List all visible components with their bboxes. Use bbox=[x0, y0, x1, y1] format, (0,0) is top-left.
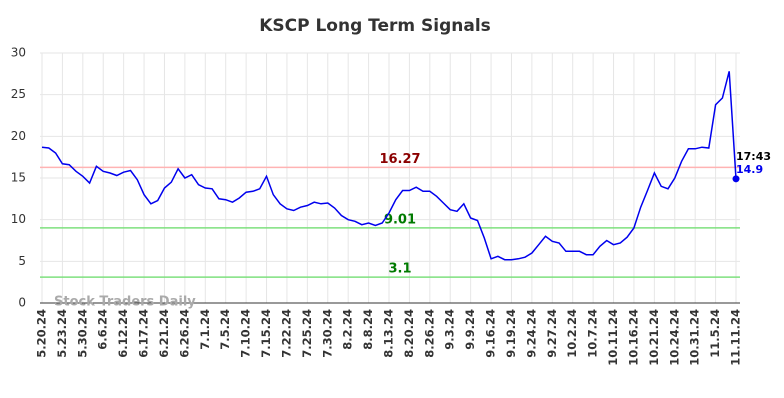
y-tick-label: 10 bbox=[11, 212, 26, 226]
x-tick-label: 6.6.24 bbox=[96, 309, 110, 350]
x-tick-label: 8.20.24 bbox=[402, 309, 416, 358]
signal-label: 16.27 bbox=[379, 152, 420, 167]
watermark: Stock Traders Daily bbox=[54, 295, 196, 310]
x-tick-label: 6.17.24 bbox=[137, 309, 151, 358]
x-tick-label: 8.2.24 bbox=[341, 309, 355, 350]
x-tick-label: 10.7.24 bbox=[586, 309, 600, 358]
x-tick-label: 10.16.24 bbox=[626, 309, 640, 366]
x-tick-label: 10.21.24 bbox=[647, 309, 661, 366]
x-tick-label: 8.26.24 bbox=[422, 309, 436, 358]
x-tick-label: 7.10.24 bbox=[239, 309, 253, 358]
x-tick-label: 9.16.24 bbox=[484, 309, 498, 358]
x-tick-label: 9.24.24 bbox=[524, 309, 538, 358]
x-tick-label: 5.23.24 bbox=[55, 309, 69, 358]
x-tick-label: 10.11.24 bbox=[606, 309, 620, 366]
x-tick-label: 6.12.24 bbox=[116, 309, 130, 358]
x-tick-label: 9.27.24 bbox=[545, 309, 559, 358]
x-tick-label: 7.1.24 bbox=[198, 309, 212, 350]
signal-label: 9.01 bbox=[384, 212, 416, 227]
x-tick-label: 7.15.24 bbox=[259, 309, 273, 358]
x-tick-label: 8.13.24 bbox=[382, 309, 396, 358]
last-point bbox=[732, 175, 740, 183]
time-label: 17:43 bbox=[736, 150, 771, 163]
y-tick-label: 25 bbox=[11, 87, 26, 101]
x-tick-label: 6.21.24 bbox=[157, 309, 171, 358]
y-tick-label: 0 bbox=[18, 296, 26, 310]
x-tick-label: 10.24.24 bbox=[667, 309, 681, 366]
signal-label: 3.1 bbox=[388, 262, 411, 277]
x-tick-label: 10.2.24 bbox=[565, 309, 579, 358]
x-tick-label: 11.11.24 bbox=[729, 309, 743, 366]
y-tick-label: 15 bbox=[11, 171, 26, 185]
y-tick-label: 30 bbox=[11, 46, 26, 60]
last-value-label: 14.9 bbox=[736, 163, 763, 176]
x-tick-label: 9.19.24 bbox=[504, 309, 518, 358]
x-tick-label: 7.22.24 bbox=[279, 309, 293, 358]
x-tick-label: 7.5.24 bbox=[218, 309, 232, 350]
x-tick-label: 9.3.24 bbox=[443, 309, 457, 350]
x-tick-label: 11.5.24 bbox=[708, 309, 722, 358]
x-tick-label: 8.8.24 bbox=[361, 309, 375, 350]
y-tick-label: 5 bbox=[18, 254, 26, 268]
x-tick-label: 7.30.24 bbox=[320, 309, 334, 358]
x-tick-label: 5.30.24 bbox=[75, 309, 89, 358]
x-tick-label: 7.25.24 bbox=[300, 309, 314, 358]
x-tick-label: 6.26.24 bbox=[177, 309, 191, 358]
chart-title: KSCP Long Term Signals bbox=[259, 16, 491, 36]
y-tick-label: 20 bbox=[11, 129, 26, 143]
x-tick-label: 9.9.24 bbox=[463, 309, 477, 350]
x-tick-label: 5.20.24 bbox=[35, 309, 49, 358]
price-line bbox=[41, 71, 737, 261]
x-tick-label: 10.31.24 bbox=[688, 309, 702, 366]
